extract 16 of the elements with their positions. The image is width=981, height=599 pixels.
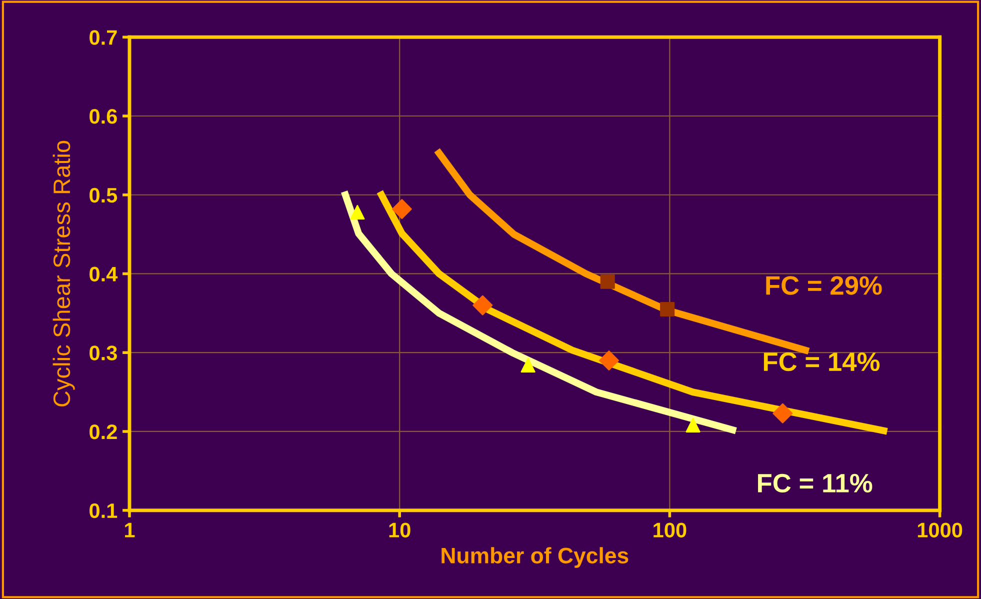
y-tick-label: 0.3 (90, 346, 117, 360)
x-tick-label: 1 (125, 522, 135, 538)
y-tick-label: 0.2 (90, 424, 117, 440)
y-tick-label: 0.5 (90, 188, 118, 203)
y-tick-label: 0.7 (90, 30, 117, 45)
x-tick-label: 100 (654, 522, 686, 538)
y-tick-label: 0.1 (90, 503, 118, 518)
series-label: FC = 14% (764, 352, 880, 372)
y-axis-title: Cyclic Shear Stress Ratio (52, 140, 75, 406)
x-tick-label: 10 (389, 522, 410, 538)
series-label: FC = 11% (758, 474, 872, 493)
x-axis-title: Number of Cycles (442, 547, 628, 568)
y-tick-label: 0.6 (90, 109, 117, 124)
y-tick-label: 0.4 (90, 266, 118, 282)
series-label: FC = 29% (766, 276, 882, 295)
x-tick-label: 1000 (918, 522, 962, 538)
